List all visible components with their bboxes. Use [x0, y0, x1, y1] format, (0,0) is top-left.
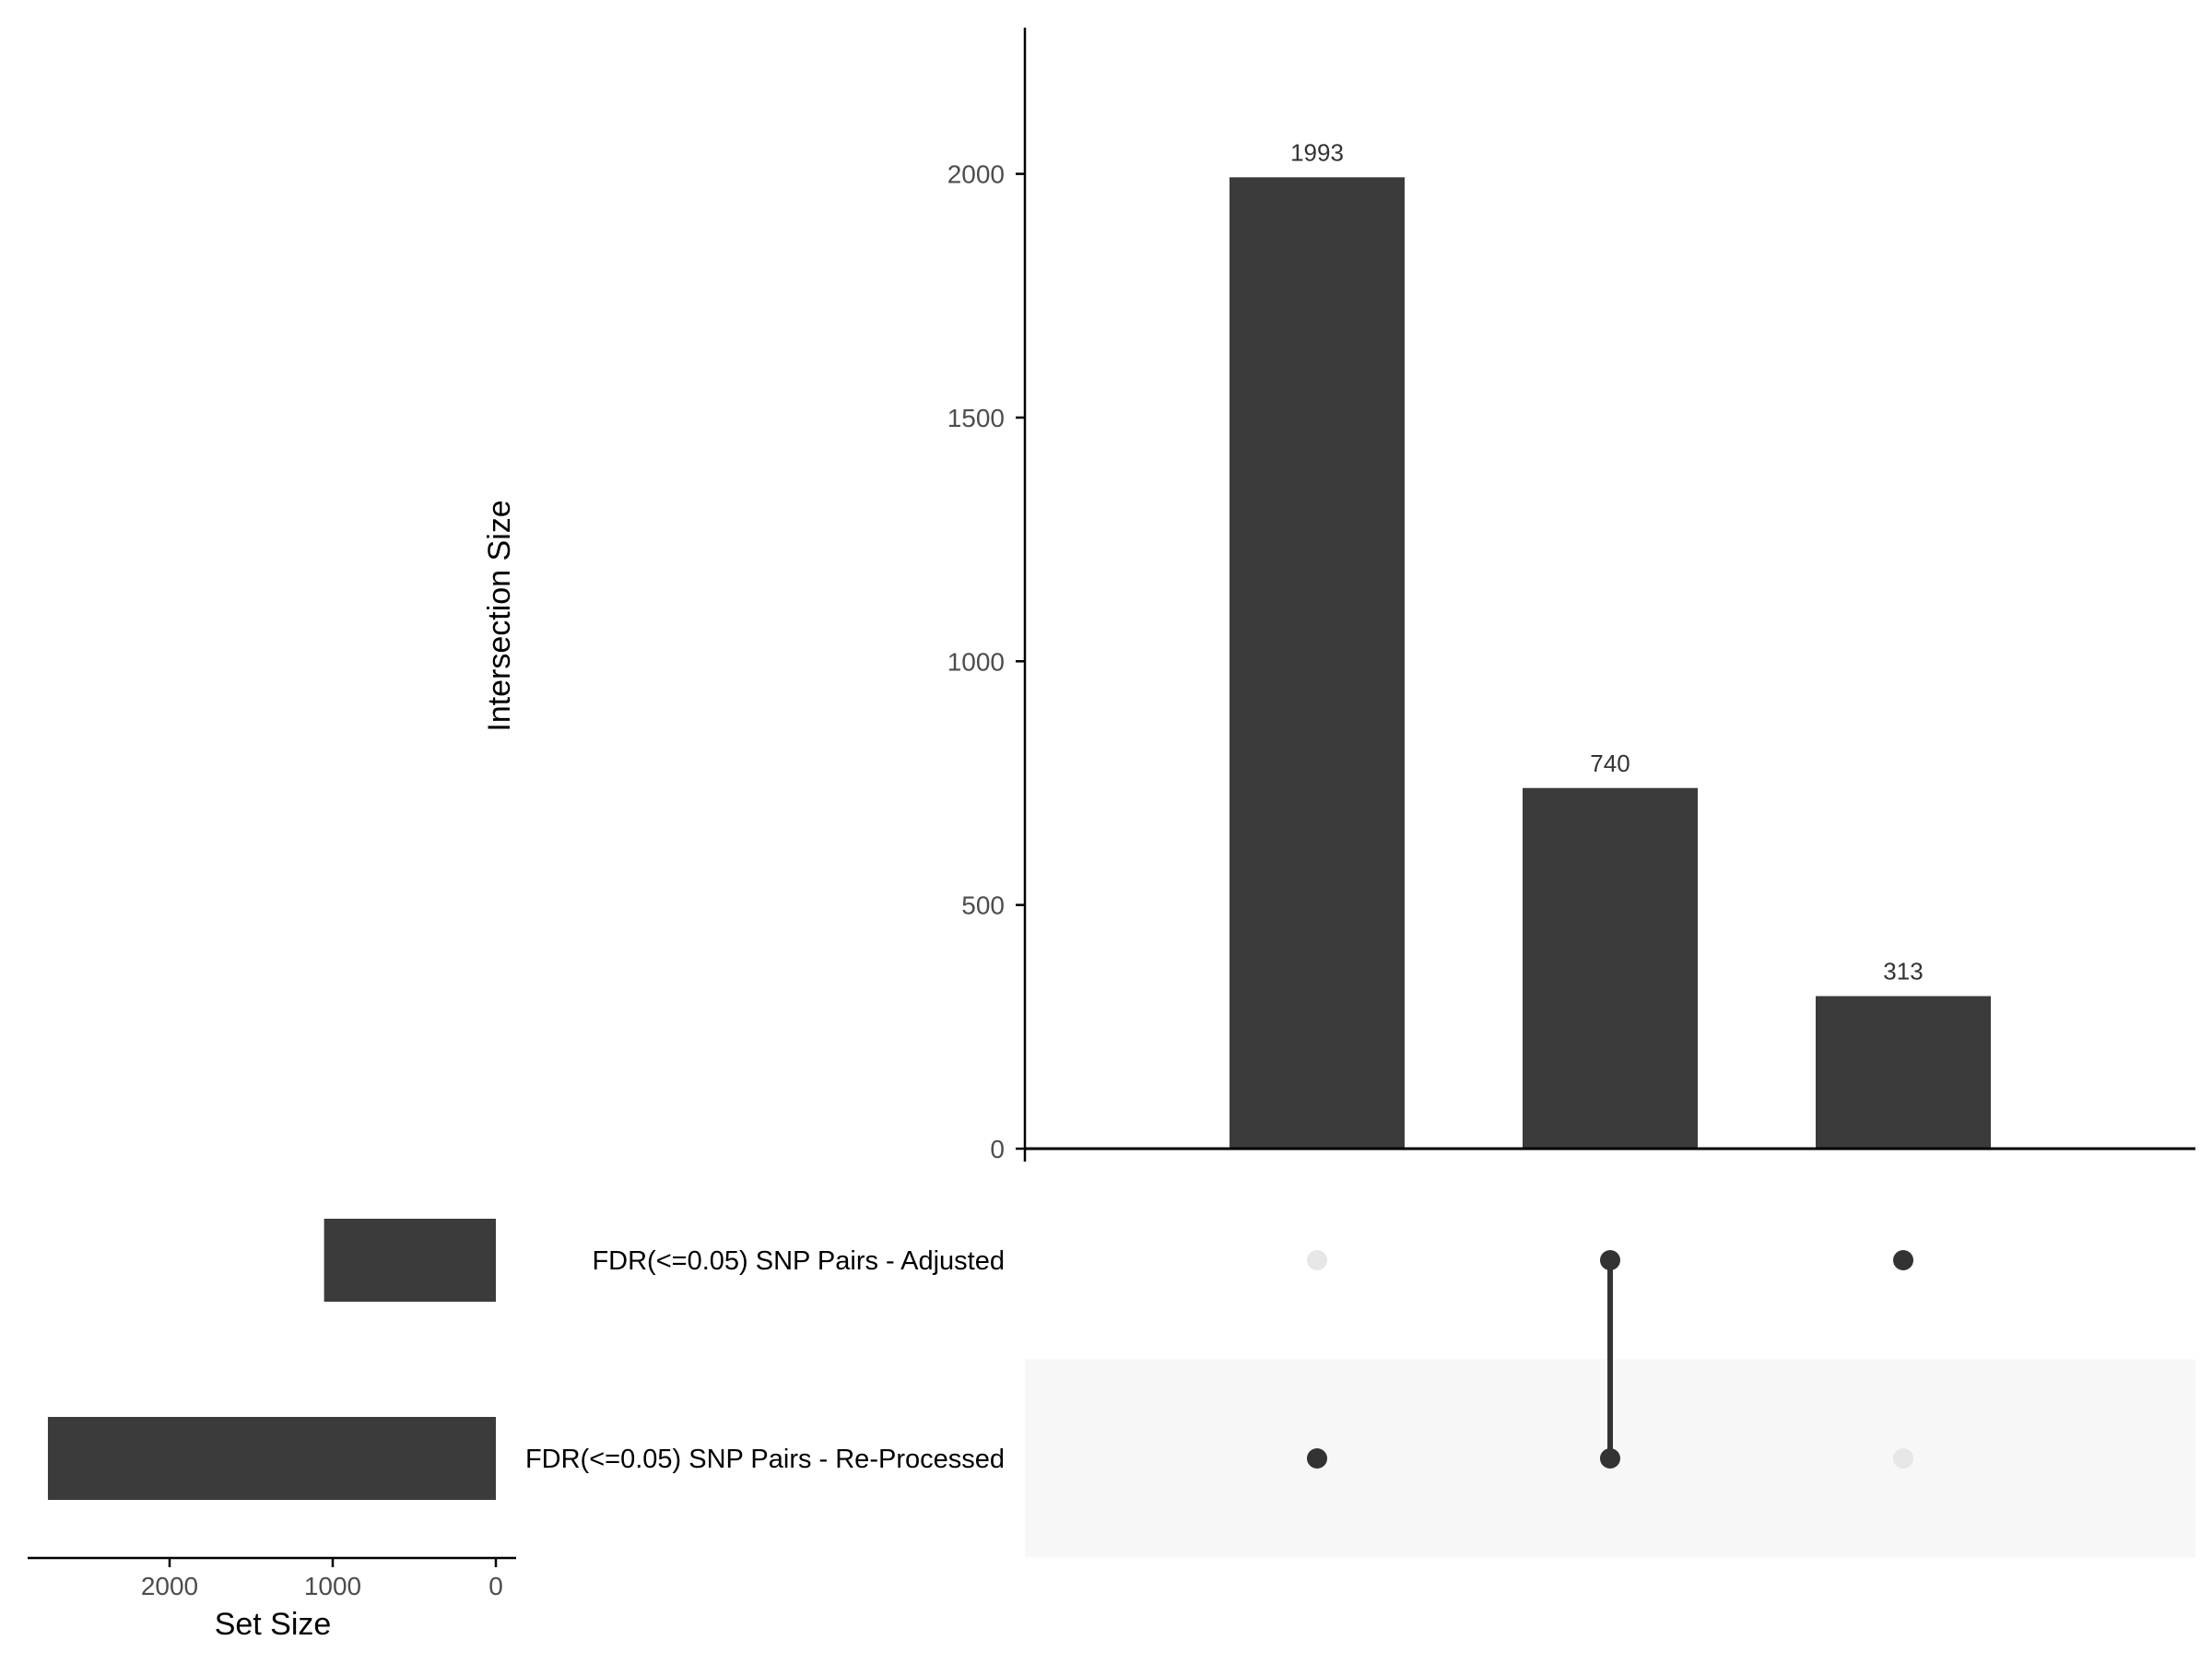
set-size-tick-label: 1000	[304, 1572, 361, 1600]
y-tick-label: 0	[990, 1135, 1005, 1163]
y-tick-label: 500	[961, 891, 1005, 920]
matrix-dot-active	[1600, 1448, 1620, 1469]
set-size-axis-title: Set Size	[215, 1607, 332, 1642]
set-size-bar	[47, 1417, 496, 1500]
y-tick-label: 1000	[947, 647, 1005, 676]
matrix-dot-inactive	[1893, 1448, 1913, 1469]
matrix-dot-active	[1600, 1250, 1620, 1270]
set-size-tick-label: 0	[488, 1572, 503, 1600]
y-tick-label: 2000	[947, 160, 1005, 189]
y-tick-label: 1500	[947, 404, 1005, 432]
matrix-dot-inactive	[1307, 1250, 1327, 1270]
intersection-bar	[1816, 996, 1991, 1149]
set-size-bar	[324, 1219, 496, 1302]
intersection-bar	[1523, 787, 1698, 1149]
intersection-bar	[1230, 177, 1405, 1149]
set-name-label: FDR(<=0.05) SNP Pairs - Adjusted	[592, 1246, 1005, 1276]
intersection-bar-label: 740	[1590, 749, 1630, 777]
intersection-bar-label: 313	[1883, 958, 1923, 985]
matrix-dot-active	[1307, 1448, 1327, 1469]
y-axis-title: Intersection Size	[482, 500, 517, 731]
matrix-dot-active	[1893, 1250, 1913, 1270]
intersection-bar-label: 1993	[1290, 138, 1344, 166]
set-name-label: FDR(<=0.05) SNP Pairs - Re-Processed	[525, 1445, 1005, 1474]
set-size-tick-label: 2000	[141, 1572, 198, 1600]
